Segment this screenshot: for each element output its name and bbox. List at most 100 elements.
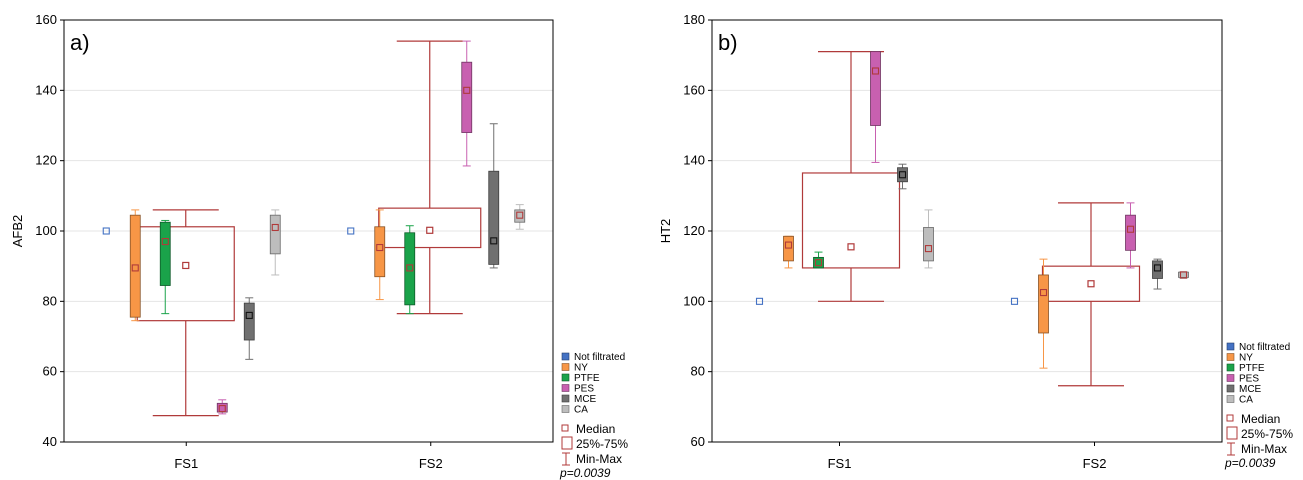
legend-range: Min-Max [576,452,622,466]
series-box [897,167,908,183]
series-median [1039,288,1048,297]
legend-entry: MCE [574,394,597,405]
series-median [271,223,279,232]
chart-panel-1: 40 60 80 100 120 140 160 FS1 FS2 AFB2 a) [10,12,554,471]
panel-label: b) [718,30,738,55]
y-tick-label: 100 [35,223,57,238]
x-tick-label: FS2 [1083,456,1107,471]
series-box [129,214,141,318]
legend-entry: Not filtrated [1239,342,1290,353]
series-median [898,171,907,179]
plot-frame [63,19,554,443]
legend-median-icon [561,424,569,432]
y-tick-label: 140 [35,82,57,97]
series-box [461,61,473,133]
series-box [1038,274,1049,334]
legend-range: Min-Max [1241,442,1287,456]
series-median [1010,297,1019,305]
legend-swatch [561,373,570,382]
series-box [923,227,934,262]
legend-swatch [1226,395,1235,403]
series-median [871,67,880,75]
legend-swatch [561,352,570,361]
y-axis-label: AFB2 [10,215,25,248]
x-tick-label: FS1 [174,456,198,471]
series-median [463,86,471,94]
y-tick-label: 40 [43,434,57,449]
y-tick-label: 180 [683,12,705,27]
legend-median-icon [1226,414,1234,422]
y-tick-label: 160 [683,82,705,97]
legend-entry: Not filtrated [574,352,625,363]
legend-entry: CA [1239,395,1253,406]
series-median [1126,225,1135,233]
legend-entry: PTFE [1239,363,1265,374]
series-median [490,237,498,245]
legend-swatch [1226,384,1235,393]
series-box [374,226,386,278]
overall-box [801,172,901,269]
legend-swatch [561,405,570,413]
series-median [814,259,823,267]
series-median [218,405,226,413]
series-box [514,209,526,223]
legend-box-icon [1226,426,1238,440]
y-tick-label: 80 [43,293,57,308]
legend-swatch [561,363,570,371]
legend-box: 25%-75% [576,437,628,451]
series-box [159,221,171,286]
series-box [243,302,255,341]
legend-pvalue: p=0.0039 [559,466,611,480]
overall-median [847,243,855,251]
legend-box: 25%-75% [1241,427,1293,441]
series-median [1179,271,1188,279]
y-tick-label: 160 [35,12,57,27]
legend-swatch [561,384,570,392]
legend-swatch [1226,342,1235,351]
overall-median [182,261,190,270]
y-tick-label: 60 [691,434,705,449]
series-median [755,297,764,305]
series-box [813,256,824,269]
legend-entry: NY [1239,353,1253,364]
series-median [347,227,355,235]
y-tick-label: 120 [683,223,705,238]
legend-pvalue: p=0.0039 [1224,456,1276,470]
series-median [161,238,169,246]
legend-entry: PTFE [574,373,600,384]
y-tick-label: 80 [691,364,705,379]
series-box [404,232,416,306]
panel-label: a) [70,30,90,55]
legend-swatch [561,394,570,403]
overall-median [1087,280,1095,288]
series-box [269,214,281,255]
series-median [1153,264,1162,272]
series-median [376,243,384,252]
series-median [784,241,793,249]
series-median [406,264,414,272]
legend-entry: NY [574,363,588,374]
legend-box-icon [561,436,573,450]
series-median [516,211,524,219]
legend-entry: PES [1239,374,1259,385]
series-median [245,311,253,319]
plot-frame [711,19,1223,443]
legend-entry: CA [574,405,588,416]
series-box [1152,260,1163,279]
x-tick-label: FS2 [419,456,443,471]
legend-entry: PES [574,384,594,395]
legend-swatch [1226,374,1235,382]
legend-median: Median [576,422,615,436]
y-tick-label: 140 [683,153,705,168]
series-median [102,227,110,235]
y-tick-label: 60 [43,364,57,379]
legend-swatch [1226,363,1235,372]
series-median [924,245,933,253]
overall-median [426,226,434,234]
legend-entry: MCE [1239,384,1262,395]
series-box [870,51,881,126]
series-box [488,170,500,265]
